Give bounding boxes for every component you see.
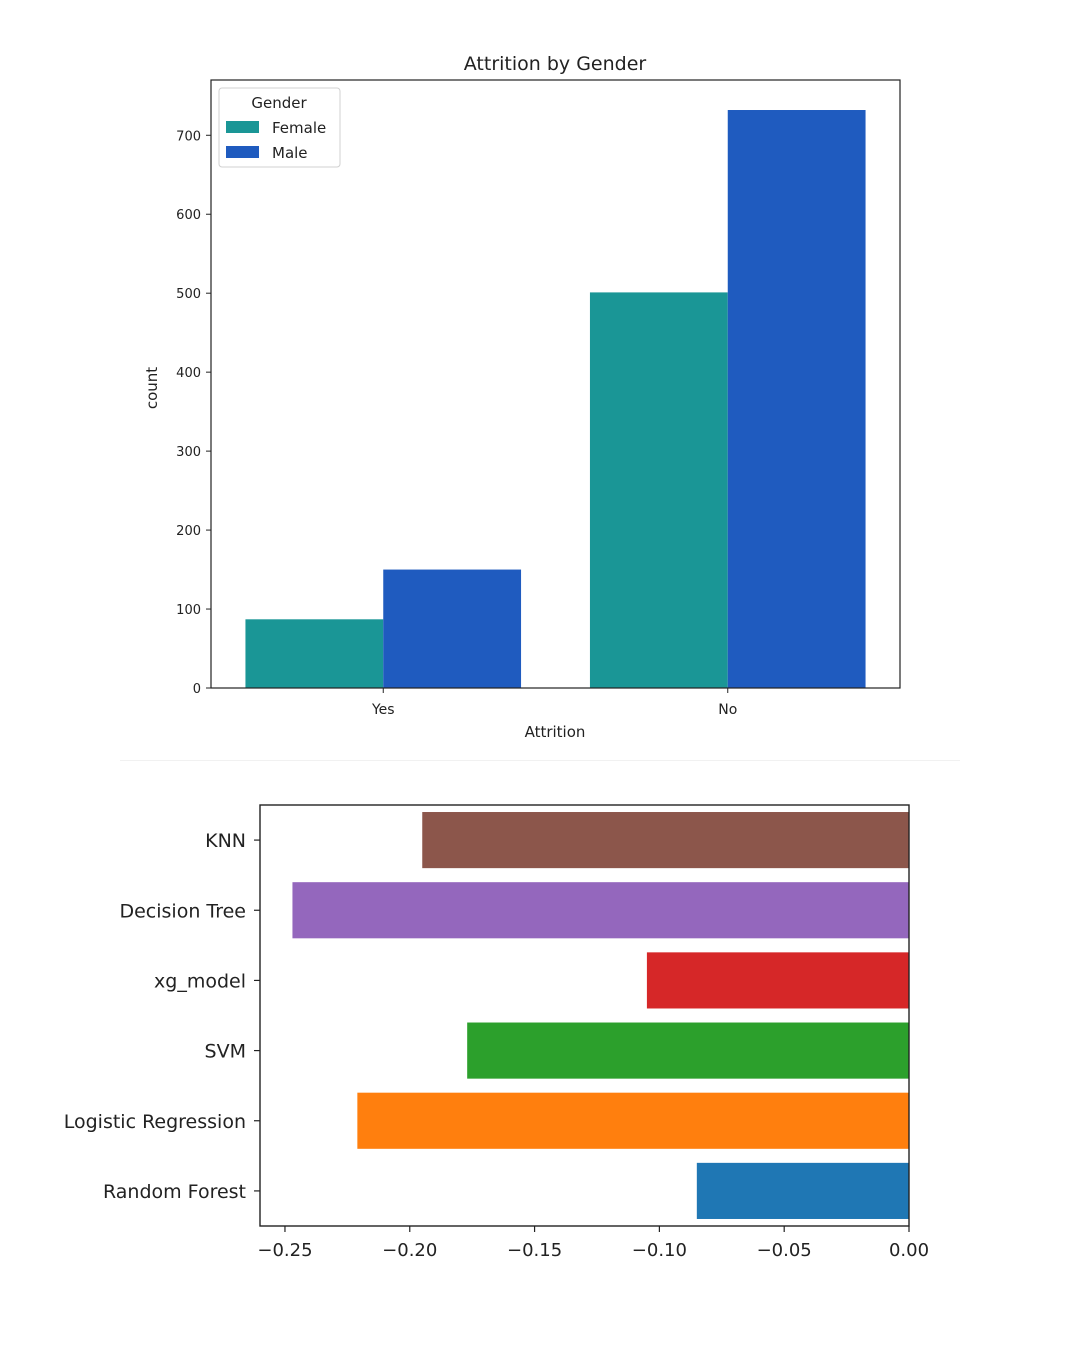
bar-no-female xyxy=(589,292,728,688)
y-tick-label: Random Forest xyxy=(103,1181,246,1203)
x-tick-label: −0.10 xyxy=(632,1240,687,1261)
bar-logistic-regression xyxy=(357,1092,910,1149)
bar-no-male xyxy=(727,110,866,689)
legend-swatch-male xyxy=(226,146,259,158)
y-tick-label: 500 xyxy=(176,287,201,302)
x-tick-label: −0.25 xyxy=(257,1240,312,1261)
bar-svm xyxy=(467,1022,909,1079)
attrition-by-gender-chart: Attrition by Gender 0 100 200 300 400 500 600 7… xyxy=(143,53,901,741)
y-tick-label: 700 xyxy=(176,129,201,144)
x-tick-label: No xyxy=(718,702,737,718)
chart1-legend: Gender Female Male xyxy=(218,87,341,168)
y-tick-label: xg_model xyxy=(154,970,246,992)
bar-yes-female xyxy=(245,619,384,688)
bar-xg-model xyxy=(646,952,909,1009)
x-tick-label: 0.00 xyxy=(889,1240,929,1261)
y-tick-label: 0 xyxy=(193,682,201,697)
y-tick-label: 400 xyxy=(176,366,201,381)
chart2-plot-frame xyxy=(259,804,910,1227)
bar-yes-male xyxy=(383,569,522,688)
y-tick-label: 200 xyxy=(176,524,201,539)
y-tick-label: Decision Tree xyxy=(119,900,246,922)
y-tick-label: 600 xyxy=(176,208,201,223)
bar-decision-tree xyxy=(292,882,909,939)
legend-label-female: Female xyxy=(272,119,326,137)
x-tick-label: −0.20 xyxy=(382,1240,437,1261)
chart1-plot-frame xyxy=(210,79,901,689)
y-tick-label: 100 xyxy=(176,603,201,618)
x-tick-label: −0.05 xyxy=(757,1240,812,1261)
x-tick-label: −0.15 xyxy=(507,1240,562,1261)
chart-divider xyxy=(120,760,960,761)
bar-knn xyxy=(422,812,909,869)
y-tick-label: KNN xyxy=(205,830,246,852)
model-score-chart: KNN Decision Tree xg_model SVM Logistic Regr… xyxy=(64,804,929,1261)
legend-label-male: Male xyxy=(272,144,308,162)
legend-swatch-female xyxy=(226,121,259,133)
chart1-title: Attrition by Gender xyxy=(464,53,647,75)
y-tick-label: Logistic Regression xyxy=(64,1111,246,1133)
chart1-y-axis-label: count xyxy=(143,367,161,409)
chart1-x-axis-label: Attrition xyxy=(525,723,586,741)
legend-title: Gender xyxy=(251,94,307,112)
y-tick-label: SVM xyxy=(205,1041,246,1063)
x-tick-label: Yes xyxy=(371,702,395,718)
y-tick-label: 300 xyxy=(176,445,201,460)
bar-random-forest xyxy=(696,1162,909,1219)
